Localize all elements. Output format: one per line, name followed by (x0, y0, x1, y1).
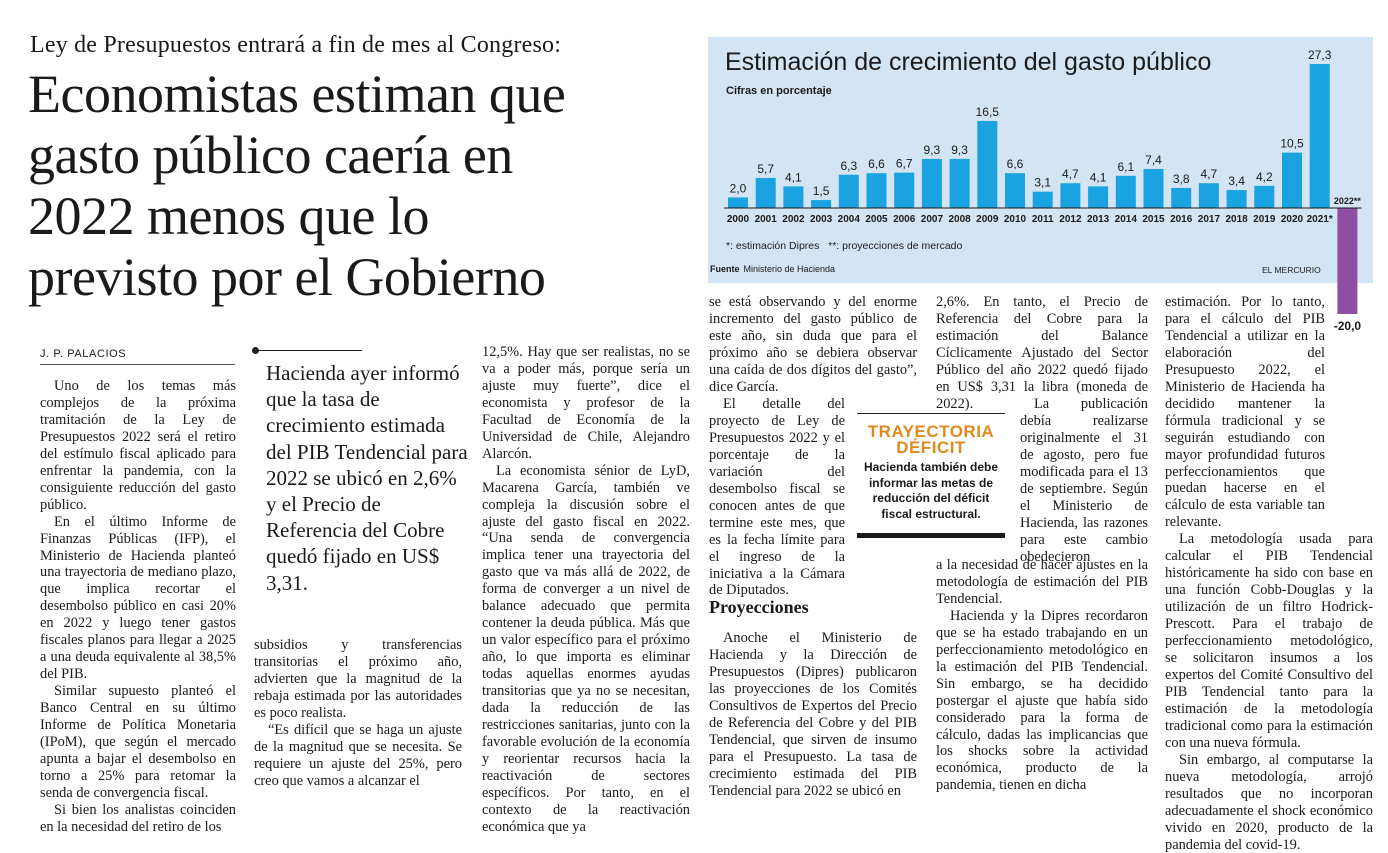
paragraph: se está observando y del enorme incremen… (709, 294, 917, 395)
article-column-5-wrap: La publicación debía realizarse original… (1020, 396, 1148, 566)
chart-background (708, 37, 1373, 283)
kicker: Ley de Presupuestos entrará a fin de mes… (30, 32, 562, 58)
paragraph: Uno de los temas más complejos de la pró… (40, 378, 236, 513)
pull-quote-dot (252, 347, 259, 354)
sidebar-title-line: DÉFICIT (896, 438, 966, 457)
paragraph: Si bien los analistas coinciden en la ne… (40, 801, 236, 835)
byline: J. P. PALACIOS (40, 348, 127, 360)
sidebar-bottom-rule (857, 533, 1005, 538)
sidebar-text: Hacienda también debe informar las metas… (863, 460, 999, 521)
chart-subtitle: Cifras en porcentaje (726, 85, 832, 97)
paragraph: El detalle del proyecto de Ley de Presup… (709, 396, 845, 599)
chart-title: Estimación de crecimiento del gasto públ… (725, 48, 1212, 76)
pull-quote: Hacienda ayer informó que la tasa de cre… (266, 361, 468, 595)
article-column-5-top: 2,6%. En tanto, el Precio de Referencia … (936, 294, 1148, 413)
article-column-4-bottom: Proyecciones Anoche el Ministerio de Hac… (709, 583, 917, 799)
byline-rule (40, 364, 235, 365)
article-column-5-bottom: a la necesidad de hacer ajustes en la me… (936, 557, 1148, 794)
chart-source: Fuente Ministerio de Hacienda (710, 264, 835, 274)
paragraph: “Es difícil que se haga un ajuste de la … (254, 721, 462, 789)
paragraph: La metodología usada para calcular el PI… (1165, 531, 1373, 751)
sidebar-title-line: TRAYECTORIA (867, 422, 995, 441)
article-column-6-top: estimación. Por lo tanto, para el cálcul… (1165, 294, 1325, 531)
article-column-1: Uno de los temas más complejos de la pró… (40, 378, 236, 836)
paragraph: En el último Informe de Finanzas Pública… (40, 513, 236, 683)
sidebar-top-rule (857, 413, 1005, 414)
paragraph: Anoche el Ministerio de Hacienda y la Di… (709, 629, 917, 799)
section-heading: Proyecciones (709, 597, 809, 617)
paragraph: 12,5%. Hay que ser realistas, no se va a… (482, 344, 690, 462)
headline-line: Economistas estiman que (28, 64, 566, 124)
paragraph: subsidios y transferencias transitorias … (254, 637, 462, 721)
headline-line: gasto público caería en (28, 125, 513, 185)
source-label: Fuente (710, 264, 740, 274)
article-column-4-wrap: El detalle del proyecto de Ley de Presup… (709, 396, 845, 599)
paragraph: Sin embargo, al computarse la nueva meto… (1165, 751, 1373, 853)
sidebar-title: TRAYECTORIA DÉFICIT (857, 422, 1005, 457)
article-column-4-top: se está observando y del enorme incremen… (709, 294, 917, 396)
article-column-6: La metodología usada para calcular el PI… (1165, 531, 1373, 853)
article-column-3: 12,5%. Hay que ser realistas, no se va a… (482, 344, 690, 836)
paragraph: La economista sénior de LyD, Macarena Ga… (482, 462, 690, 835)
paragraph: La publicación debía realizarse original… (1020, 396, 1148, 565)
paragraph: Hacienda y la Dipres recordaron que se h… (936, 607, 1148, 794)
chart-credit: EL MERCURIO (1262, 265, 1321, 275)
headline: Economistas estiman que gasto público ca… (28, 64, 698, 308)
article-column-2: subsidios y transferencias transitorias … (254, 637, 462, 790)
paragraph: a la necesidad de hacer ajustes en la me… (936, 557, 1148, 607)
source-text: Ministerio de Hacienda (743, 264, 836, 274)
pull-quote-rule (256, 350, 362, 351)
headline-line: 2022 menos que lo (28, 186, 429, 246)
chart-note: *: estimación Dipres **: proyecciones de… (726, 240, 963, 252)
paragraph: estimación. Por lo tanto, para el cálcul… (1165, 294, 1325, 531)
paragraph: 2,6%. En tanto, el Precio de Referencia … (936, 294, 1148, 412)
headline-line: previsto por el Gobierno (28, 247, 546, 307)
paragraph: Similar supuesto planteó el Banco Centra… (40, 683, 236, 801)
bar-value-label: -20,0 (1334, 319, 1362, 333)
